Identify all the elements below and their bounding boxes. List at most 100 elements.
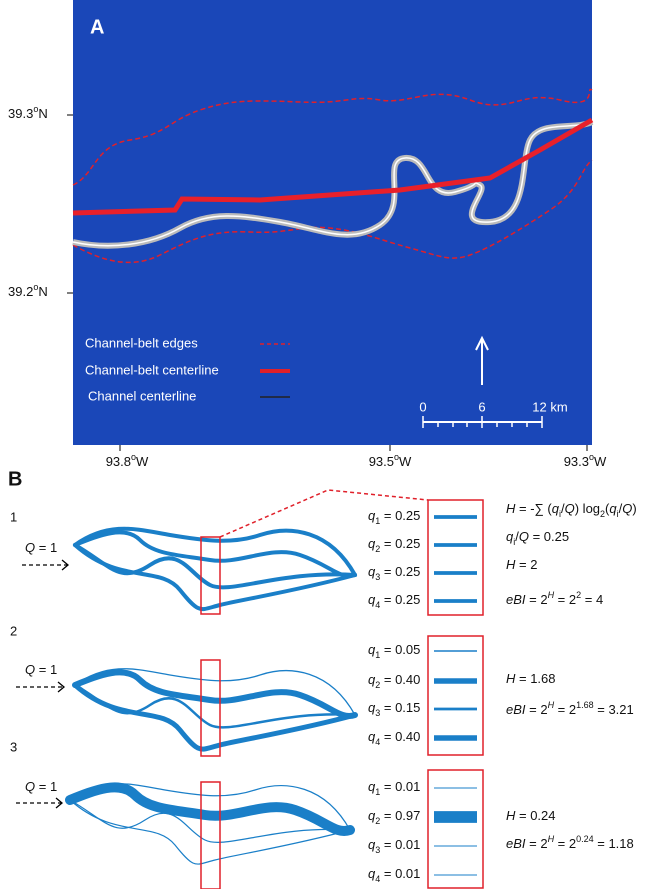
q-value: 0.15 <box>395 700 420 715</box>
q-value: 0.25 <box>395 592 420 607</box>
text-part: = 1 <box>35 540 57 555</box>
text-part: = 0.24 <box>515 808 555 823</box>
section-boxes <box>200 489 484 889</box>
text-part: = 2 <box>554 702 576 717</box>
text-part: 4 <box>375 874 380 884</box>
text-part: = 1 <box>35 779 57 794</box>
q-value: 0.05 <box>395 642 420 657</box>
q-value: 0.25 <box>395 564 420 579</box>
text-part: = <box>380 642 395 657</box>
row-number: 3 <box>10 739 17 754</box>
text-part: q <box>368 866 376 881</box>
q-label: q3 = 0.15 <box>368 700 420 718</box>
text-part: / <box>619 501 623 516</box>
text-part: H <box>548 700 555 710</box>
text-part: = <box>380 866 395 881</box>
text-part: / <box>515 529 519 544</box>
equation: H = 1.68 <box>506 671 556 686</box>
text-part: 3 <box>375 845 380 855</box>
text-part: 2 <box>576 590 581 600</box>
text-part: 3 <box>375 572 380 582</box>
text-part: eBI <box>506 702 526 717</box>
text-part: = <box>380 508 395 523</box>
text-part: eBI <box>506 592 526 607</box>
q-label: q1 = 0.01 <box>368 779 420 797</box>
map <box>67 0 594 451</box>
text-part: = <box>380 837 395 852</box>
text-part: 1 <box>375 787 380 797</box>
q-value: 0.40 <box>395 672 420 687</box>
text-part: q <box>368 672 376 687</box>
text-part: q <box>368 837 376 852</box>
text-part: 3 <box>375 708 380 718</box>
text-part: o <box>589 452 594 462</box>
text-part: 39.3 <box>8 106 33 121</box>
text-part: = <box>380 808 395 823</box>
text-part: = <box>380 700 395 715</box>
channel-2 <box>75 668 355 749</box>
scale-label: 6 <box>478 399 485 414</box>
q-label: q1 = 0.25 <box>368 508 420 526</box>
q-value: 0.01 <box>395 866 420 881</box>
text-part: = 0.25 <box>529 529 569 544</box>
text-part: 1 <box>375 650 380 660</box>
q-label: q4 = 0.25 <box>368 592 420 610</box>
text-part: N <box>38 284 47 299</box>
q-value: 0.25 <box>395 536 420 551</box>
text-part: = 1.18 <box>594 836 634 851</box>
text-part: = 2 <box>554 592 576 607</box>
equation: H = 0.24 <box>506 808 556 823</box>
text-part: o <box>33 282 38 292</box>
channel-1 <box>73 526 357 612</box>
q-value: 0.97 <box>395 808 420 823</box>
text-part: Q <box>622 501 632 516</box>
text-part: = <box>380 779 395 794</box>
text-part: = 1.68 <box>515 671 555 686</box>
text-part: 39.2 <box>8 284 33 299</box>
q-label: q2 = 0.40 <box>368 672 420 690</box>
equation: eBI = 2H = 22 = 4 <box>506 590 603 607</box>
text-part: o <box>131 452 136 462</box>
q-label: q2 = 0.25 <box>368 536 420 554</box>
text-part: H <box>548 590 555 600</box>
lon-label: 93.5oW <box>369 452 412 469</box>
text-part: q <box>506 529 514 544</box>
equation: H = -∑ (qi/Q) log2(qi/Q) <box>506 501 637 519</box>
scale-label: 12 km <box>532 399 567 414</box>
text-part: H <box>548 834 555 844</box>
text-part: Q <box>565 501 575 516</box>
legend-label: Channel centerline <box>88 388 196 403</box>
equation: eBI = 2H = 21.68 = 3.21 <box>506 700 634 717</box>
text-part: = 2 <box>515 557 537 572</box>
text-part: o <box>33 104 38 114</box>
text-part: 93.5 <box>369 454 394 469</box>
equation: qi/Q = 0.25 <box>506 529 569 547</box>
q-label: q3 = 0.01 <box>368 837 420 855</box>
text-part: q <box>552 501 560 516</box>
text-part: = 2 <box>526 836 548 851</box>
q-label: q2 = 0.97 <box>368 808 420 826</box>
text-part: q <box>368 700 376 715</box>
scale-label: 0 <box>419 399 426 414</box>
text-part: q <box>368 808 376 823</box>
equation: H = 2 <box>506 557 537 572</box>
text-part: = 2 <box>526 592 548 607</box>
q-label: q4 = 0.40 <box>368 729 420 747</box>
inflow-label: Q = 1 <box>25 779 57 794</box>
row-number: 2 <box>10 623 17 638</box>
panel-label: A <box>90 16 104 38</box>
text-part: Q <box>25 779 35 794</box>
text-part: H <box>506 808 516 823</box>
q-label: q3 = 0.25 <box>368 564 420 582</box>
text-part: q <box>609 501 617 516</box>
channel-3 <box>70 784 350 865</box>
text-part: 2 <box>375 816 380 826</box>
text-part: ( <box>605 501 610 516</box>
legend-label: Channel-belt edges <box>85 335 198 350</box>
q-label: q1 = 0.05 <box>368 642 420 660</box>
text-part: H <box>506 671 516 686</box>
text-part: 1.68 <box>576 700 594 710</box>
text-part: q <box>368 508 376 523</box>
text-part: ) log <box>575 501 600 516</box>
